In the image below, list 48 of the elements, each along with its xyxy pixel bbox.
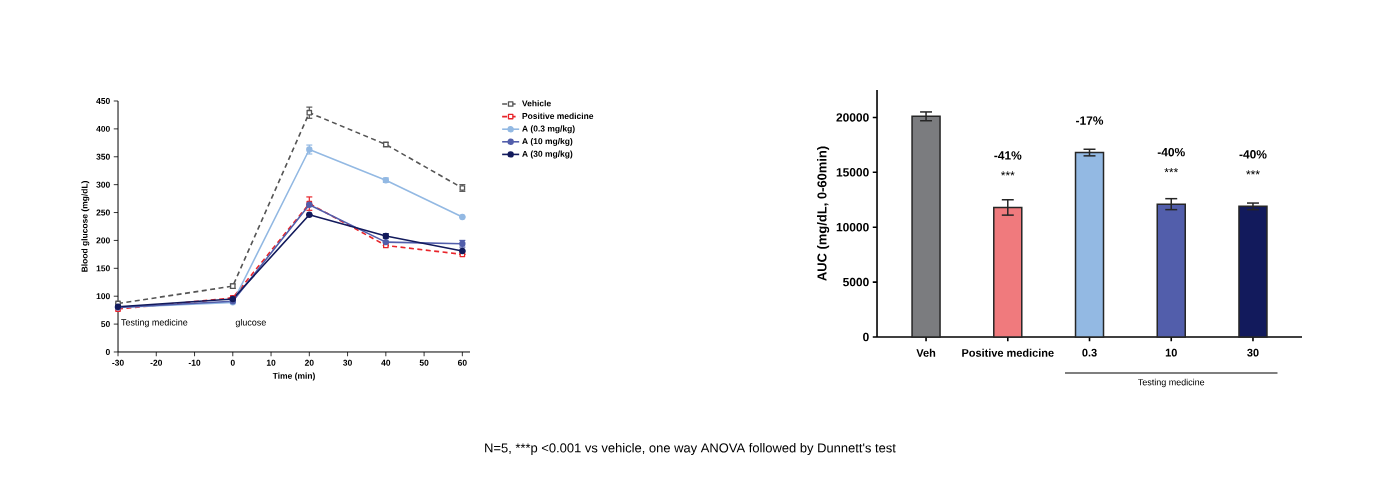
y-tick-label: 0 bbox=[863, 332, 869, 342]
y-axis-title: Blood glucose (mg/dL) bbox=[81, 181, 90, 272]
y-tick-label: 200 bbox=[96, 237, 110, 244]
x-tick-label: -20 bbox=[150, 359, 163, 366]
y-tick-label: 50 bbox=[101, 321, 110, 328]
x-tick-label: 20 bbox=[304, 359, 314, 366]
x-axis-title: Time (min) bbox=[272, 372, 315, 381]
y-tick-label: 5000 bbox=[843, 277, 869, 287]
legend-label: Vehicle bbox=[522, 100, 551, 107]
x-tick-label: Veh bbox=[916, 348, 936, 357]
legend-label: A (30 mg/kg) bbox=[522, 150, 573, 159]
x-tick-label: 10 bbox=[266, 359, 276, 366]
x-tick-label: 0 bbox=[230, 359, 235, 366]
annotation: -40% bbox=[1239, 150, 1267, 159]
text: Testing medicine bbox=[1138, 378, 1205, 388]
annotation: glucose bbox=[235, 318, 266, 328]
annotation: -17% bbox=[1076, 116, 1104, 125]
x-tick-label: Positive medicine bbox=[962, 348, 1054, 357]
annotation: *** bbox=[1246, 170, 1260, 175]
y-axis-title: AUC (mg/dL, 0-60min) bbox=[817, 146, 830, 281]
legend-label: Positive medicine bbox=[522, 112, 594, 119]
x-tick-label: -30 bbox=[112, 359, 124, 366]
y-tick-label: 15000 bbox=[836, 168, 869, 177]
y-tick-label: 450 bbox=[96, 98, 110, 104]
x-tick-label: 40 bbox=[381, 359, 391, 366]
y-tick-label: 250 bbox=[96, 209, 110, 216]
x-tick-label: 30 bbox=[1247, 348, 1259, 357]
text: N=5, ***p <0.001 vs vehicle, one way ANOVA followed by Dunnett's test bbox=[485, 442, 896, 456]
y-tick-label: 300 bbox=[96, 181, 110, 188]
y-tick-label: 20000 bbox=[836, 113, 869, 122]
legend-label: A (10 mg/kg) bbox=[522, 137, 573, 146]
annotation: -40% bbox=[1157, 147, 1185, 157]
annotation: *** bbox=[1164, 168, 1179, 173]
x-tick-label: 60 bbox=[457, 359, 467, 366]
y-tick-label: 10000 bbox=[836, 222, 869, 232]
y-tick-label: 150 bbox=[96, 265, 110, 272]
x-tick-label: -10 bbox=[188, 359, 201, 366]
annotation: *** bbox=[1000, 171, 1015, 176]
legend-label: A (0.3 mg/kg) bbox=[522, 125, 575, 134]
x-tick-label: 30 bbox=[343, 359, 352, 366]
y-tick-label: 350 bbox=[96, 153, 110, 160]
x-tick-label: 50 bbox=[419, 359, 429, 366]
y-tick-label: 100 bbox=[96, 293, 110, 300]
annotation: Testing medicine bbox=[121, 318, 188, 328]
y-tick-label: 400 bbox=[96, 125, 110, 132]
annotation: -41% bbox=[994, 151, 1022, 160]
x-tick-label: 10 bbox=[1165, 348, 1177, 357]
x-tick-label: 0.3 bbox=[1082, 348, 1097, 357]
